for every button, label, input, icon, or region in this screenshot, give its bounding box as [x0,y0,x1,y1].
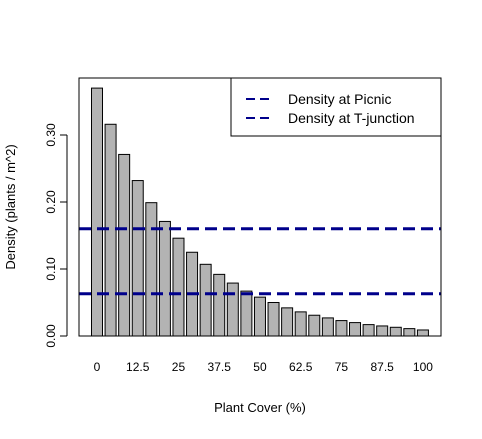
bar-95.83 [403,328,416,337]
bar-20.83 [158,220,171,337]
x-tick-label: 0 [94,360,101,374]
bar-79.17 [349,322,362,337]
legend-label: Density at T-junction [288,110,415,126]
x-axis: 0 12.5 25 37.5 50 62.5 75 87.5 100 [94,360,434,374]
bar-45.83 [240,290,253,337]
x-tick-label: 25 [172,360,186,374]
bar-37.5 [213,273,226,337]
x-tick-label: 100 [413,360,433,374]
y-tick-label: 0.10 [44,257,58,281]
x-axis-title: Plant Cover (%) [214,400,306,415]
bar-8.33 [118,153,131,337]
bar-0 [91,87,103,337]
bar-66.67 [308,314,321,337]
bar-62.5 [294,311,307,337]
bar-25 [172,237,185,337]
bar-83.33 [362,324,375,337]
bar-75 [335,320,348,337]
x-tick-label: 62.5 [289,360,313,374]
x-tick-label: 87.5 [371,360,395,374]
y-tick-label: 0.30 [44,123,58,147]
bar-50 [253,296,266,337]
x-tick-label: 12.5 [126,360,150,374]
legend: Density at Picnic Density at T-junction [230,77,442,137]
bar-54.17 [267,302,280,337]
bar-41.67 [226,282,239,337]
bar-87.5 [376,325,389,337]
bar-70.83 [321,317,334,337]
x-tick-label: 37.5 [208,360,232,374]
y-tick-label: 0.00 [44,324,58,348]
bar-58.33 [281,307,294,337]
y-tick-label: 0.20 [44,190,58,214]
reference-lines-layer [79,227,441,296]
y-axis-title: Density (plants / m^2) [3,144,18,269]
bar-12.5 [131,180,144,337]
legend-box [230,77,442,137]
x-tick-label: 50 [253,360,267,374]
bar-100 [416,329,429,337]
bar-33.33 [199,263,212,337]
legend-label: Density at Picnic [288,91,391,107]
bar-16.67 [145,202,158,337]
x-tick-label: 75 [335,360,349,374]
y-axis: 0.00 0.10 0.20 0.30 [44,123,68,348]
bar-91.67 [389,326,402,337]
